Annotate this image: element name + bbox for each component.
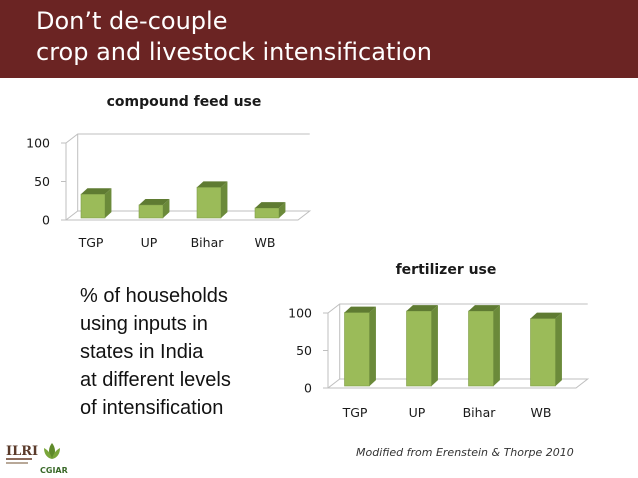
cgiar-logo-text: CGIAR <box>40 466 68 475</box>
x-tick-label: WB <box>531 405 552 420</box>
bar-top <box>139 199 170 205</box>
source-note: Modified from Erenstein & Thorpe 2010 <box>356 446 574 459</box>
title-bar: Don’t de-couple crop and livestock inten… <box>0 0 638 78</box>
y-tick-label: 100 <box>288 306 312 321</box>
y-tick-label: 50 <box>296 343 312 358</box>
bar-front <box>344 312 370 387</box>
bar-front <box>138 204 164 219</box>
x-tick-label: TGP <box>342 405 368 420</box>
bar-side <box>369 306 376 386</box>
x-tick-label: Bihar <box>191 235 225 250</box>
chart-floor <box>64 210 312 221</box>
bar-top <box>255 202 286 208</box>
x-tick-label: UP <box>141 235 158 250</box>
y-tick-label: 50 <box>34 174 50 189</box>
bar-front <box>80 193 106 219</box>
ilri-logo-text: ILRI <box>6 444 38 459</box>
bar <box>196 181 228 219</box>
chart-back-wall <box>65 133 310 144</box>
bar-front <box>196 186 222 219</box>
bar-front <box>468 310 494 387</box>
bar <box>406 305 438 387</box>
bar-side <box>431 305 438 386</box>
x-tick-label: WB <box>255 235 276 250</box>
bar-front <box>254 207 280 219</box>
slide-title-line-1: Don’t de-couple <box>36 7 228 35</box>
bar-side <box>555 312 562 386</box>
bar-top <box>81 188 112 195</box>
description-line: at different levels <box>80 369 231 391</box>
bar-side <box>105 188 112 218</box>
ilri-logo: ILRI <box>6 444 38 464</box>
bar-side <box>221 181 228 218</box>
bar <box>468 305 500 387</box>
cgiar-logo: CGIAR <box>40 443 68 475</box>
bar <box>80 188 112 219</box>
chart-title: fertilizer use <box>396 262 497 278</box>
y-tick-label: 100 <box>26 136 50 151</box>
x-tick-label: UP <box>409 405 426 420</box>
description-text: % of households using inputs in states in … <box>80 282 231 422</box>
bar-front <box>530 318 556 387</box>
y-tick-label: 0 <box>304 381 312 396</box>
bar-top <box>197 181 228 188</box>
bar-front <box>406 310 432 387</box>
chart-2: fertilizer use 0 50 100 TGP UP Bihar WB <box>288 262 590 420</box>
bar <box>530 312 562 387</box>
description-line: states in India <box>80 341 204 363</box>
description-line: % of households <box>80 285 228 307</box>
description-line: using inputs in <box>80 313 208 335</box>
bar-side <box>493 305 500 386</box>
x-tick-label: Bihar <box>463 405 497 420</box>
bar-top <box>344 306 376 313</box>
slide-title-line-2: crop and livestock intensification <box>36 38 432 66</box>
chart-floor <box>326 378 590 389</box>
bar-side <box>279 202 286 218</box>
bar-side <box>163 199 170 218</box>
bar-top <box>468 305 500 311</box>
bar-top <box>406 305 438 311</box>
chart-title: compound feed use <box>107 94 262 110</box>
description-line: of intensification <box>80 397 224 419</box>
bar-top <box>530 312 562 319</box>
bar <box>344 306 376 387</box>
slide-title: Don’t de-couple crop and livestock inten… <box>36 6 432 68</box>
chart-1: compound feed use 0 50 100 TGP UP Bihar WB <box>26 94 312 250</box>
logos: ILRI CGIAR <box>6 443 68 475</box>
bar <box>138 199 170 219</box>
bar <box>254 202 286 219</box>
x-tick-label: TGP <box>78 235 104 250</box>
y-tick-label: 0 <box>42 213 50 228</box>
